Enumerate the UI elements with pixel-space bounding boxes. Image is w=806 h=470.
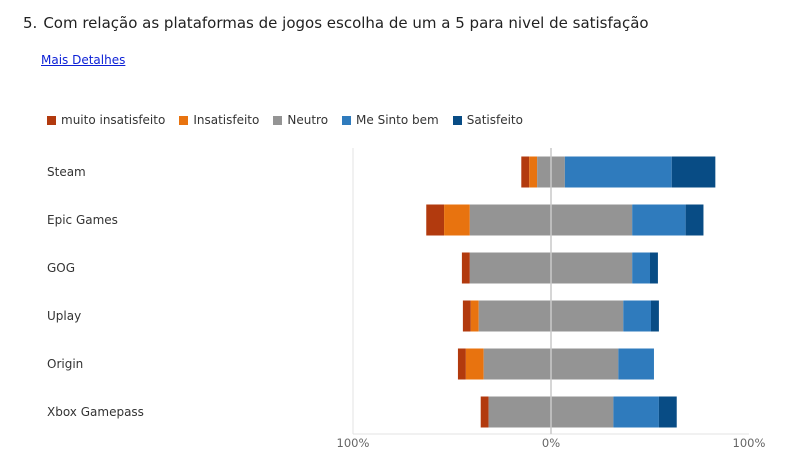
bar-segment[interactable] <box>426 204 445 236</box>
category-label: Steam <box>47 165 86 179</box>
bar-segment[interactable] <box>444 204 470 236</box>
legend-swatch-2 <box>273 115 283 125</box>
category-label: Epic Games <box>47 213 118 227</box>
legend-item-3: Me Sinto bem <box>342 113 439 127</box>
category-label: GOG <box>47 261 75 275</box>
legend-label-2: Neutro <box>287 113 329 127</box>
legend-label-1: Insatisfeito <box>193 113 260 127</box>
legend-swatch-0 <box>47 115 56 125</box>
legend-swatch-4 <box>452 115 462 125</box>
legend-item-0: muito insatisfeito <box>47 113 165 127</box>
bar-segment[interactable] <box>632 204 686 236</box>
x-tick-label: 0% <box>542 436 560 450</box>
legend-item-4: Satisfeito <box>452 113 523 127</box>
legend-item-1: Insatisfeito <box>179 113 259 127</box>
legend-label-3: Me Sinto bem <box>356 113 439 127</box>
bar-segment[interactable] <box>632 252 650 284</box>
question-number: 5. <box>23 14 38 32</box>
legend-label-0: muito insatisfeito <box>61 113 166 127</box>
bar-segment[interactable] <box>470 300 479 332</box>
bar-segment[interactable] <box>529 156 538 188</box>
bar-segment[interactable] <box>457 348 466 380</box>
bar-segment[interactable] <box>623 300 651 332</box>
question-title: 5. Com relação as plataformas de jogos es… <box>23 14 649 32</box>
category-label: Origin <box>47 357 83 371</box>
more-details-link[interactable]: Mais Detalhes <box>41 53 126 67</box>
bar-segment[interactable] <box>650 300 659 332</box>
bar-segment[interactable] <box>613 396 659 428</box>
bar-segment[interactable] <box>564 156 672 188</box>
category-label: Uplay <box>47 309 81 323</box>
legend-item-2: Neutro <box>273 113 328 127</box>
legend-swatch-1 <box>179 115 189 125</box>
bar-segment[interactable] <box>480 396 489 428</box>
bar-segment[interactable] <box>465 348 484 380</box>
bar-segment[interactable] <box>671 156 716 188</box>
bar-segment[interactable] <box>685 204 704 236</box>
bar-segment[interactable] <box>658 396 677 428</box>
bar-segment[interactable] <box>521 156 530 188</box>
bar-segment[interactable] <box>461 252 470 284</box>
bar-segment[interactable] <box>650 252 658 284</box>
bar-segment[interactable] <box>462 300 471 332</box>
legend-label-4: Satisfeito <box>466 113 523 127</box>
legend-swatch-3 <box>342 115 352 125</box>
x-tick-label: 100% <box>733 436 766 450</box>
x-tick-label: 100% <box>337 436 370 450</box>
chart-legend: muito insatisfeito Insatisfeito Neutro Me S… <box>47 113 537 127</box>
bar-segment[interactable] <box>618 348 654 380</box>
category-label: Xbox Gamepass <box>47 405 144 419</box>
question-text: Com relação as plataformas de jogos esco… <box>43 14 649 32</box>
